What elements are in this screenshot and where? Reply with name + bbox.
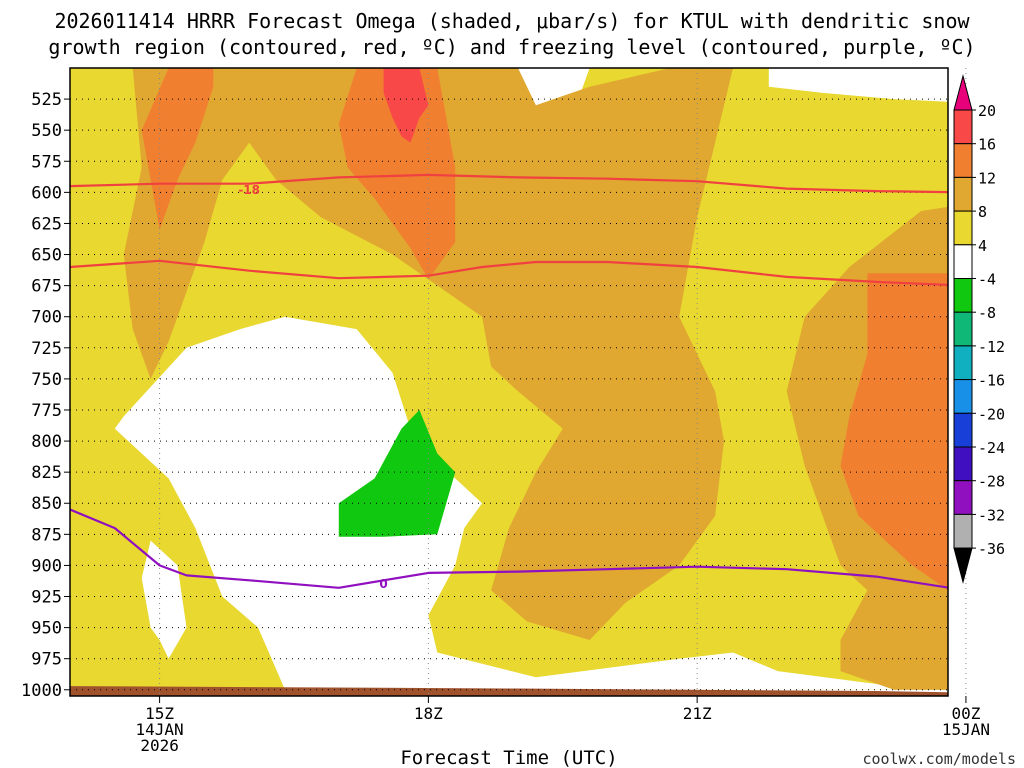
colorbar-swatch bbox=[953, 345, 973, 381]
x-tick-label: 14JAN bbox=[136, 720, 184, 739]
colorbar-swatch bbox=[953, 278, 973, 313]
colorbar-label: -28 bbox=[978, 473, 1005, 491]
y-tick-label: 525 bbox=[31, 90, 62, 110]
dendritic-bottom-contour bbox=[70, 259, 948, 286]
y-tick-label: 775 bbox=[31, 401, 62, 421]
y-tick-label: 800 bbox=[31, 432, 62, 452]
y-tick-label: 700 bbox=[31, 308, 62, 328]
x-tick-label: 18Z bbox=[414, 704, 443, 723]
colorbar-swatch bbox=[953, 513, 973, 549]
colorbar-swatch bbox=[953, 244, 973, 280]
colorbar-min-arrow bbox=[953, 547, 973, 585]
y-tick-label: 625 bbox=[31, 214, 62, 234]
colorbar-label: -36 bbox=[978, 540, 1005, 558]
colorbar-label: -12 bbox=[978, 338, 1005, 356]
y-tick-label: 600 bbox=[31, 183, 62, 203]
colorbar-swatch bbox=[953, 446, 973, 482]
y-tick-label: 750 bbox=[31, 370, 62, 390]
colorbar-max-arrow bbox=[953, 74, 973, 111]
colorbar-swatch bbox=[953, 109, 973, 145]
colorbar-label: 8 bbox=[978, 203, 987, 221]
y-tick-label: 725 bbox=[31, 339, 62, 359]
time-axis: 15Z14JAN202618Z21Z00Z15JAN03Z06Z bbox=[136, 696, 990, 755]
omega-region-12 bbox=[840, 273, 948, 591]
freezing-level-contour bbox=[70, 508, 948, 589]
colorbar-swatch bbox=[953, 176, 973, 212]
plot-frame bbox=[69, 67, 949, 697]
y-tick-label: 675 bbox=[31, 277, 62, 297]
chart-title-line-1: 2026011414 HRRR Forecast Omega (shaded, … bbox=[54, 9, 970, 33]
colorbar-label: -16 bbox=[978, 372, 1005, 390]
dendritic-top-contour bbox=[70, 173, 948, 194]
omega-shading bbox=[70, 68, 948, 696]
omega-region-2 bbox=[768, 68, 948, 102]
colorbar-swatch bbox=[953, 480, 973, 515]
dendritic-top-label: -18 bbox=[238, 183, 260, 197]
x-tick-label: 2026 bbox=[140, 736, 179, 755]
x-tick-label: 21Z bbox=[683, 704, 712, 723]
y-tick-label: 900 bbox=[31, 556, 62, 576]
y-tick-label: 825 bbox=[31, 463, 62, 483]
y-tick-label: 1000 bbox=[21, 681, 62, 701]
colorbar-label: 4 bbox=[978, 237, 987, 255]
colorbar-label: -4 bbox=[978, 271, 996, 289]
colorbar-label: -20 bbox=[978, 405, 1005, 423]
x-axis-label: Forecast Time (UTC) bbox=[400, 747, 617, 768]
colorbar-label: -24 bbox=[978, 439, 1005, 457]
y-tick-label: 575 bbox=[31, 152, 62, 172]
colorbar-swatch bbox=[953, 311, 973, 347]
y-tick-label: 875 bbox=[31, 525, 62, 545]
colorbar-swatch bbox=[953, 143, 973, 178]
colorbar-label: -32 bbox=[978, 506, 1005, 524]
omega-region-15 bbox=[70, 686, 948, 696]
plot-gridlines bbox=[70, 68, 967, 696]
colorbar-swatch bbox=[953, 379, 973, 414]
y-tick-label: 650 bbox=[31, 246, 62, 266]
omega-region-10 bbox=[338, 68, 456, 280]
colorbar-label: 12 bbox=[978, 169, 996, 187]
omega-region-13 bbox=[383, 68, 429, 143]
y-tick-label: 975 bbox=[31, 650, 62, 670]
omega-region-14 bbox=[338, 410, 456, 537]
y-tick-label: 950 bbox=[31, 619, 62, 639]
pressure-axis: 525 550 575 600 625 650 675 700 725 750 775 800 825 8… bbox=[21, 90, 70, 701]
omega-region-8 bbox=[123, 68, 734, 640]
chart-title-line-2: growth region (contoured, red, ºC) and f… bbox=[48, 35, 975, 59]
x-tick-label: 15Z bbox=[145, 704, 174, 723]
colorbar-label: 16 bbox=[978, 136, 996, 154]
omega-region-7 bbox=[670, 671, 796, 690]
credit-text: coolwx.com/models bbox=[862, 750, 1016, 768]
colorbar-swatch bbox=[953, 412, 973, 448]
x-tick-label: 15JAN bbox=[942, 720, 990, 739]
colorbar: 20 16 12 8 4 -4 -8 -12 -16 -20 -24 -28 -32 -36 bbox=[953, 74, 1005, 585]
y-tick-label: 925 bbox=[31, 588, 62, 608]
y-tick-label: 550 bbox=[31, 121, 62, 141]
colorbar-label: -8 bbox=[978, 304, 996, 322]
x-tick-label: 00Z bbox=[951, 704, 980, 723]
y-tick-label: 850 bbox=[31, 494, 62, 514]
colorbar-label: 20 bbox=[978, 102, 996, 120]
temperature-contours: -18-120 bbox=[70, 173, 948, 591]
freezing-level-label: 0 bbox=[379, 577, 387, 591]
colorbar-swatch bbox=[953, 210, 973, 246]
